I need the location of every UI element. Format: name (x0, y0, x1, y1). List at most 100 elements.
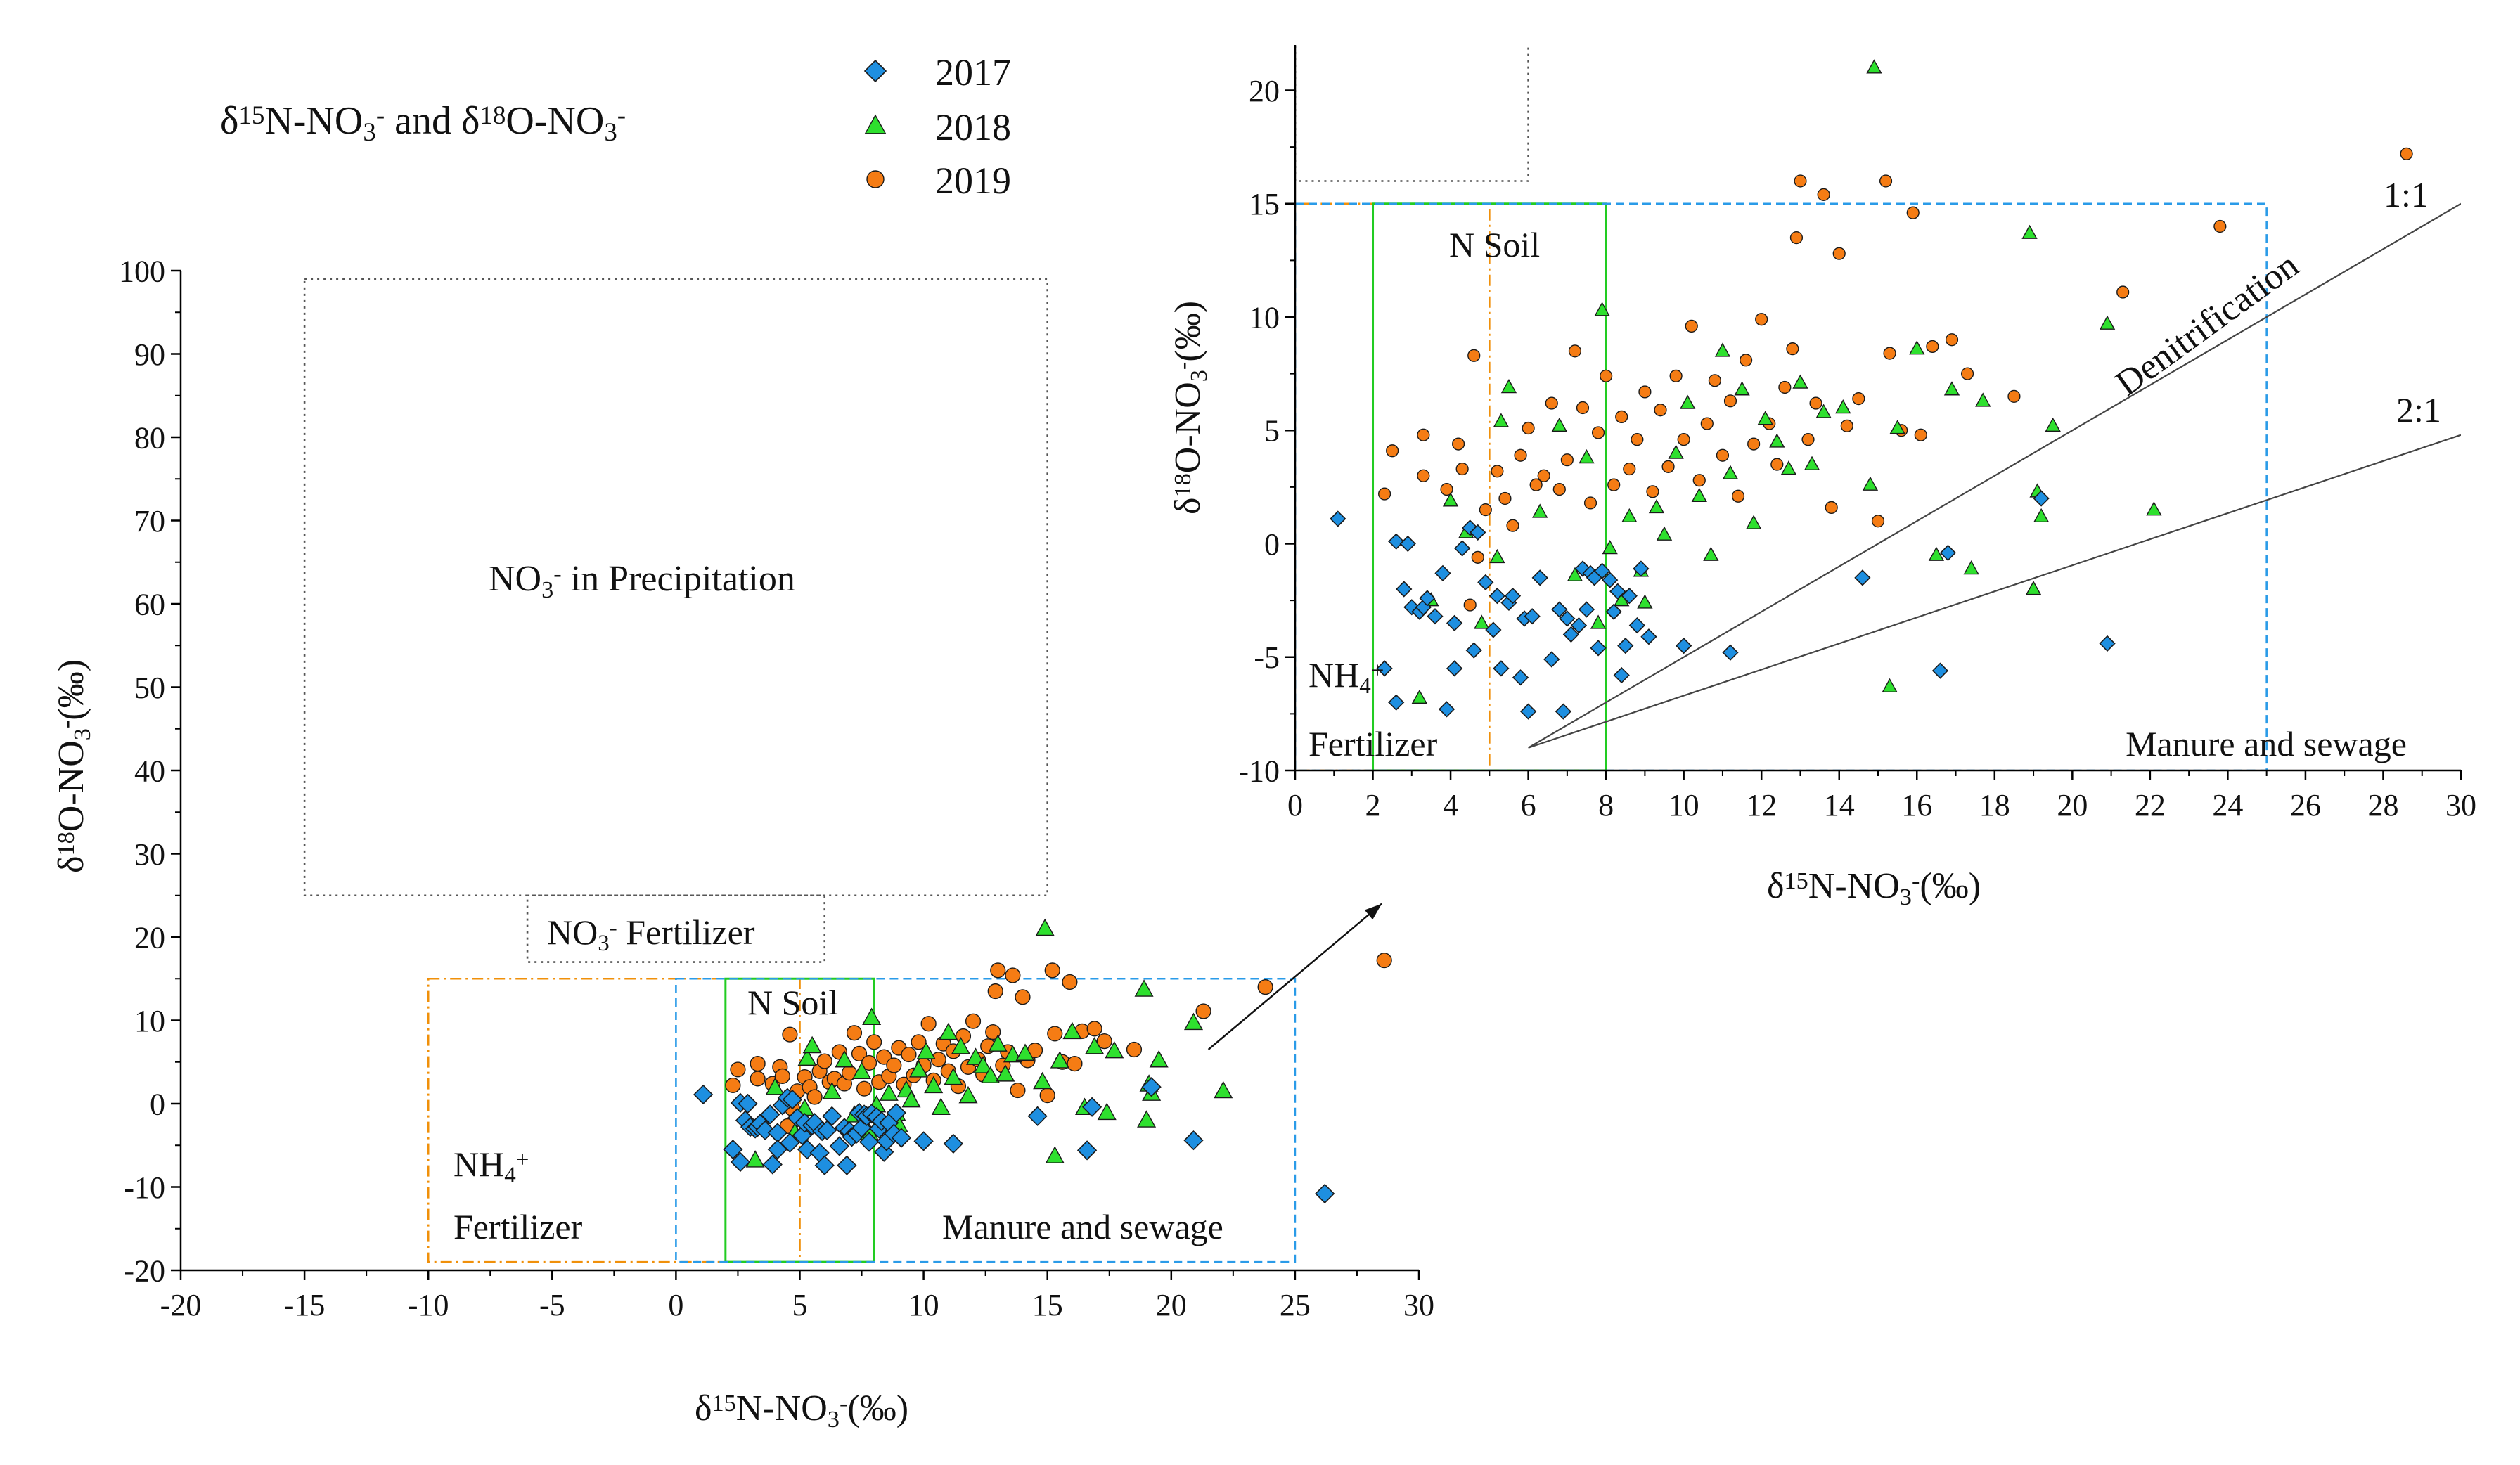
x-tick-label: 8 (1598, 788, 1614, 822)
inset-chart: 0 2 4 6 8 10 12 14 16 18 20 22 24 26 28 30-10-505101520… (1168, 45, 2476, 910)
y-tick-label: 10 (134, 1004, 165, 1038)
legend-marker-2017 (863, 59, 887, 83)
inset-point-2017 (1633, 560, 1650, 577)
inset-point-2017 (1621, 588, 1638, 605)
inset-point-2018 (2146, 501, 2162, 516)
point-2018 (973, 1056, 993, 1073)
inset-region-manure-and-sewage (1295, 202, 2268, 770)
inset-point-2017 (1609, 583, 1626, 600)
inset-point-2018 (1866, 59, 1882, 74)
inset-point-2019 (2007, 389, 2021, 403)
point-2017 (780, 1132, 800, 1153)
inset-point-2019 (1809, 396, 1822, 410)
point-2017 (891, 1128, 912, 1148)
inset-point-2019 (1692, 474, 1706, 487)
fertilizer-label: Fertilizer (454, 1207, 583, 1246)
point-2017 (822, 1106, 842, 1126)
point-2017 (782, 1089, 803, 1110)
inset-point-2019 (1417, 469, 1430, 482)
point-2018 (931, 1097, 951, 1115)
point-2019 (901, 1046, 917, 1063)
inset-point-2017 (1438, 701, 1455, 718)
inset-point-2017 (1434, 564, 1451, 582)
y-axis-title-part: δ (51, 856, 91, 874)
inset-point-2018 (1668, 444, 1684, 459)
inset-point-2019 (1463, 598, 1477, 612)
inset-point-2017 (1446, 660, 1463, 677)
point-2017 (814, 1155, 835, 1175)
inset-point-2017 (1617, 637, 1634, 654)
inset-point-2019 (1479, 503, 1492, 517)
inset-point-2017 (1446, 614, 1463, 632)
inset-point-2017 (1590, 640, 1607, 657)
inset-point-2019 (1506, 519, 1519, 532)
inset-point-2018 (1691, 487, 1707, 503)
point-2017 (723, 1140, 743, 1160)
inset-point-2018 (1882, 678, 1898, 692)
inset-point-2017 (1396, 581, 1413, 598)
inset-point-2019 (1685, 319, 1698, 333)
point-2019 (1015, 989, 1031, 1005)
point-2018 (966, 1047, 986, 1065)
inset-point-2017 (1939, 544, 1957, 562)
y-axis-title-part: 3 (69, 728, 96, 740)
inset-point-2018 (1780, 460, 1797, 475)
x-tick-label: 25 (1280, 1288, 1311, 1322)
inset-point-2019 (1669, 369, 1683, 382)
point-2018 (1183, 1012, 1204, 1031)
point-2018 (916, 1042, 936, 1059)
inset-point-2018 (1703, 546, 1719, 561)
inset-point-2017 (1493, 660, 1510, 677)
chart-title-part: - (617, 101, 626, 129)
chart-title-part: 3 (604, 117, 617, 146)
point-2018 (852, 1061, 872, 1080)
x-axis-title-part: δ (695, 1388, 712, 1428)
inset-point-2018 (1590, 614, 1607, 629)
point-2018 (1105, 1040, 1124, 1059)
inset-y-axis-title-part: 3 (1185, 370, 1212, 382)
y-tick-label: 5 (1264, 414, 1280, 448)
chart-title-part: δ (220, 99, 238, 143)
point-2019 (750, 1056, 766, 1072)
x-tick-label: 30 (2445, 788, 2476, 822)
inset-point-2017 (1578, 601, 1595, 618)
point-2017 (1141, 1077, 1162, 1097)
region-no3-in-precipitation (303, 278, 1048, 897)
inset-point-2018 (1621, 508, 1638, 523)
inset-point-2019 (1817, 188, 1830, 201)
inset-point-2018 (2099, 315, 2116, 330)
region-no3-fertilizer (526, 894, 826, 963)
ratio-line-2-1 (1528, 434, 2461, 749)
point-2017 (1081, 1097, 1102, 1117)
inset-point-2018 (1963, 560, 1979, 575)
point-2018 (1134, 979, 1154, 997)
inset-y-axis-title: δ18O-NO3-(‰) (1168, 301, 1212, 515)
point-2019 (816, 1053, 832, 1069)
y-tick-label: 70 (134, 504, 165, 538)
x-tick-label: 10 (1669, 788, 1699, 822)
inset-point-2017 (1477, 574, 1494, 590)
inset-point-2018 (1835, 399, 1851, 414)
no3-fertilizer-label-part: Fertilizer (617, 912, 755, 952)
inset-point-2018 (2025, 581, 2042, 595)
point-2019 (730, 1061, 746, 1078)
point-2019 (920, 1016, 937, 1032)
main-chart: -20 -15 -10 -5 0 5 10 15 20 25 30-20-1001020304050… (51, 99, 1434, 1433)
inset-point-2017 (1399, 535, 1416, 553)
inset-point-2019 (1677, 433, 1690, 446)
point-2019 (750, 1071, 766, 1087)
inset-point-2017 (1551, 601, 1568, 618)
point-2019 (1086, 1021, 1102, 1037)
point-2019 (911, 1034, 927, 1050)
point-2017 (1315, 1183, 1335, 1204)
inset-point-2019 (1739, 354, 1753, 367)
inset-point-2019 (1794, 174, 1807, 188)
inset-point-2017 (1376, 660, 1393, 677)
x-axis-title-part: (‰) (847, 1388, 908, 1428)
inset-point-2017 (1593, 562, 1611, 579)
manure-sewage-label: Manure and sewage (942, 1207, 1223, 1246)
precip-label-part: in Precipitation (562, 559, 795, 599)
inset-x-axis-title-part: (‰) (1920, 866, 1981, 906)
y-tick-label: 60 (134, 587, 165, 621)
y-tick-label: 0 (150, 1087, 165, 1121)
